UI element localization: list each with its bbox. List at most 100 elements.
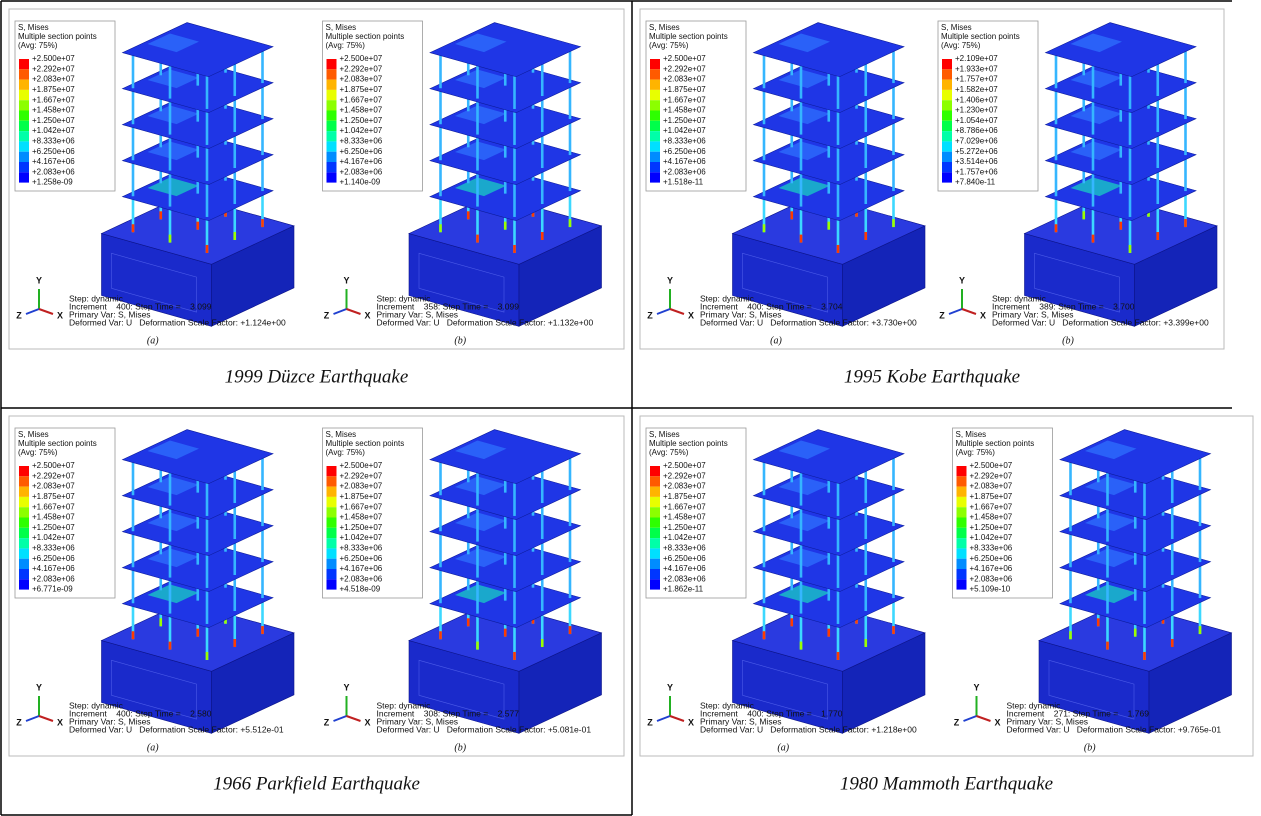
sub-label: (b) — [454, 335, 466, 346]
triad-label: Z — [16, 310, 22, 320]
panel: 1995 Kobe EarthquakeS, MisesMultiple sec… — [640, 9, 1224, 387]
legend-swatch — [327, 152, 337, 162]
legend-swatch — [19, 487, 29, 497]
sub-label: (b) — [1062, 335, 1074, 346]
legend-swatch — [327, 507, 337, 517]
step-info: Deformed Var: U Deformation Scale Factor… — [377, 317, 594, 327]
legend-value: +4.167e+06 — [340, 157, 383, 166]
legend-value: +4.167e+06 — [663, 564, 706, 573]
legend-value: +6.250e+06 — [663, 147, 706, 156]
legend-swatch — [650, 141, 660, 151]
triad-label: Z — [647, 717, 653, 727]
sub-label: (a) — [777, 742, 789, 753]
legend-swatch — [650, 80, 660, 90]
legend-value: +4.167e+06 — [32, 564, 75, 573]
legend-swatch — [957, 559, 967, 569]
sub-label: (b) — [454, 742, 466, 753]
legend-swatch — [942, 172, 952, 182]
legend-swatch — [650, 579, 660, 589]
legend-swatch — [327, 559, 337, 569]
legend-value: +2.083e+07 — [32, 482, 75, 491]
triad-label: Y — [667, 682, 673, 692]
legend-value: +2.500e+07 — [663, 54, 706, 63]
legend-swatch — [957, 497, 967, 507]
legend-swatch — [942, 152, 952, 162]
legend-value: +2.500e+07 — [32, 54, 75, 63]
legend-value: +2.500e+07 — [340, 461, 383, 470]
legend-value: +6.250e+06 — [970, 554, 1013, 563]
legend-value: +1.667e+07 — [970, 502, 1013, 511]
triad-label: Z — [324, 310, 330, 320]
legend-swatch — [650, 487, 660, 497]
legend-swatch — [19, 507, 29, 517]
legend-value: +4.167e+06 — [970, 564, 1013, 573]
legend-swatch — [19, 579, 29, 589]
legend-swatch — [957, 466, 967, 476]
legend-header: S, Mises — [649, 430, 680, 439]
legend-swatch — [942, 59, 952, 69]
triad-label: Y — [36, 275, 42, 285]
legend-swatch — [327, 569, 337, 579]
legend-swatch — [19, 528, 29, 538]
step-info: Deformed Var: U Deformation Scale Factor… — [1007, 724, 1222, 734]
legend-value: +8.333e+06 — [663, 544, 706, 553]
legend-swatch — [650, 172, 660, 182]
figure-table: 1999 Düzce EarthquakeS, MisesMultiple se… — [0, 0, 1261, 816]
legend-header: (Avg: 75%) — [18, 41, 58, 50]
legend-swatch — [327, 518, 337, 528]
legend-swatch — [942, 162, 952, 172]
legend-value: +1.042e+07 — [340, 533, 383, 542]
legend-header: (Avg: 75%) — [326, 448, 366, 457]
legend-value: +1.875e+07 — [340, 85, 383, 94]
legend-swatch — [650, 162, 660, 172]
legend-value: +1.458e+07 — [663, 106, 706, 115]
legend-value: +8.333e+06 — [970, 544, 1013, 553]
legend-swatch — [650, 569, 660, 579]
legend-header: Multiple section points — [18, 439, 97, 448]
legend-value: +5.272e+06 — [955, 147, 998, 156]
step-info: Deformed Var: U Deformation Scale Factor… — [700, 724, 917, 734]
legend-swatch — [327, 69, 337, 79]
legend-value: +1.518e-11 — [663, 178, 704, 187]
legend-value: +2.083e+06 — [32, 167, 75, 176]
legend-header: (Avg: 75%) — [649, 448, 689, 457]
triad-label: X — [364, 310, 370, 320]
legend-value: +2.083e+06 — [340, 574, 383, 583]
legend-value: +1.582e+07 — [955, 85, 998, 94]
legend-swatch — [942, 141, 952, 151]
triad-label: X — [688, 310, 694, 320]
legend-swatch — [327, 141, 337, 151]
legend-value: +7.840e-11 — [955, 178, 996, 187]
legend-swatch — [19, 141, 29, 151]
legend-swatch — [327, 131, 337, 141]
triad-label: Z — [939, 310, 945, 320]
legend-value: +2.083e+06 — [663, 167, 706, 176]
legend-value: +8.333e+06 — [340, 544, 383, 553]
legend-swatch — [942, 80, 952, 90]
legend-value: +1.875e+07 — [32, 492, 75, 501]
legend-value: +6.250e+06 — [340, 554, 383, 563]
legend-value: +2.083e+07 — [32, 75, 75, 84]
triad-label: X — [688, 717, 694, 727]
legend-value: +1.875e+07 — [340, 492, 383, 501]
legend-swatch — [19, 121, 29, 131]
legend-header: S, Mises — [18, 23, 49, 32]
legend-value: +2.083e+07 — [340, 482, 383, 491]
legend-swatch — [19, 518, 29, 528]
legend-value: +1.875e+07 — [663, 492, 706, 501]
caption: 1980 Mammoth Earthquake — [840, 773, 1053, 794]
legend-swatch — [650, 548, 660, 558]
triad-label: Z — [647, 310, 653, 320]
legend-swatch — [327, 476, 337, 486]
legend-value: +1.250e+07 — [340, 523, 383, 532]
legend-swatch — [650, 507, 660, 517]
legend-value: +6.250e+06 — [32, 554, 75, 563]
triad-label: Z — [324, 717, 330, 727]
legend-value: +1.875e+07 — [663, 85, 706, 94]
legend-value: +1.140e-09 — [340, 178, 381, 187]
legend-swatch — [327, 487, 337, 497]
caption: 1995 Kobe Earthquake — [844, 366, 1020, 387]
legend-value: +1.258e-09 — [32, 178, 73, 187]
legend-swatch — [19, 162, 29, 172]
